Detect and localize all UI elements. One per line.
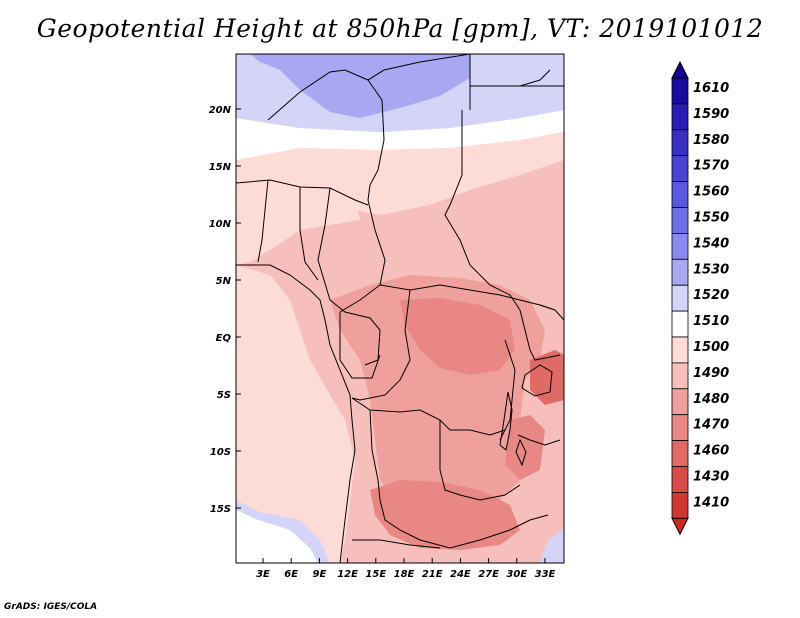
colorbar-bottom-arrow (671, 517, 689, 536)
longitude-axis: 3E 6E 9E 12E 15E 18E 21E 24E 27E 30E 33E (256, 558, 556, 580)
colorbar-swatch (671, 77, 689, 105)
red-sea-coast (519, 69, 551, 87)
border-line (444, 110, 521, 311)
colorbar-swatch (671, 284, 689, 312)
colorbar-swatch (671, 129, 689, 157)
border-line (339, 312, 381, 379)
colorbar-label: 1470 (693, 418, 729, 433)
colorbar-swatch (671, 440, 689, 467)
field-band-1500-north (236, 132, 564, 215)
lon-tick-label: 6E (284, 569, 298, 580)
lat-tick-label: 10N (209, 219, 232, 230)
border-line (339, 79, 386, 313)
colorbar-label: 1580 (693, 133, 729, 148)
colorbar-label: 1570 (693, 159, 729, 174)
colorbar-swatch (671, 388, 689, 416)
colorbar-label: 1430 (693, 470, 729, 485)
field-band-1470-south (370, 480, 520, 550)
lat-tick-label: 15S (210, 504, 231, 515)
border-line (369, 409, 421, 541)
geopotential-field (236, 54, 564, 563)
field-band-1460-east (530, 350, 564, 405)
field-band-1530 (250, 54, 470, 118)
border-line (236, 179, 369, 206)
border-line (351, 289, 411, 401)
colorbar-label: 1500 (693, 340, 729, 355)
colorbar-swatch (671, 491, 689, 519)
lake-victoria (521, 364, 553, 397)
field-band-1510-sw (236, 510, 318, 563)
colorbar-swatch (671, 466, 689, 493)
border-line (317, 187, 381, 366)
border-line (379, 284, 556, 311)
lon-tick-label: 33E (535, 569, 556, 580)
colorbar-label: 1550 (693, 211, 729, 226)
field-band-1470-center (400, 298, 515, 375)
latitude-axis: 20N 15N 10N 5N EQ 5S 10S 15S (209, 105, 241, 515)
border-line (257, 179, 269, 263)
colorbar-swatch (671, 103, 689, 131)
border-line (352, 539, 441, 549)
colorbar-top-arrow (671, 60, 689, 79)
colorbar-label: 1530 (693, 262, 729, 277)
lat-tick-label: 15N (209, 162, 232, 173)
lon-tick-label: 21E (422, 569, 443, 580)
map-title: Geopotential Height at 850hPa [gpm], VT:… (36, 14, 764, 43)
map-frame (235, 53, 565, 564)
colorbar-label: 1510 (693, 314, 729, 329)
border-line (499, 339, 516, 441)
colorbar: 1610 1590 1580 1570 1560 1550 1540 1530 1520 1510… (671, 60, 729, 536)
lon-tick-label: 30E (506, 569, 527, 580)
lon-tick-label: 24E (450, 569, 471, 580)
colorbar-swatch (671, 310, 689, 338)
colorbar-swatch (671, 414, 689, 442)
lake-malawi (515, 438, 527, 467)
colorbar-label: 1460 (693, 444, 729, 459)
field-band-1520-se (540, 528, 564, 563)
colorbar-swatch (671, 362, 689, 390)
lake-tanganyika (499, 391, 513, 451)
colorbar-swatch (671, 336, 689, 364)
colorbar-label: 1590 (693, 107, 729, 122)
lat-tick-label: 20N (209, 105, 232, 116)
lon-tick-label: 3E (256, 569, 270, 580)
coastline (236, 264, 356, 563)
field-band-1500-atlantic (236, 265, 355, 563)
border-line (517, 434, 561, 446)
colorbar-label: 1540 (693, 236, 729, 251)
colorbar-label: 1520 (693, 288, 729, 303)
border-line (299, 187, 319, 281)
country-borders (236, 54, 564, 563)
grads-credit: GrADS: IGES/COLA (4, 602, 98, 612)
lon-tick-label: 18E (394, 569, 415, 580)
lon-tick-label: 15E (365, 569, 386, 580)
lon-tick-label: 12E (337, 569, 358, 580)
colorbar-swatch (671, 232, 689, 260)
colorbar-label: 1410 (693, 495, 729, 510)
lat-tick-label: 5S (217, 390, 231, 401)
lat-tick-label: 10S (210, 447, 231, 458)
field-band-1470-east (505, 415, 545, 480)
border-line (419, 514, 549, 549)
border-line (267, 54, 471, 121)
colorbar-swatch (671, 155, 689, 182)
colorbar-label: 1610 (693, 81, 729, 96)
colorbar-swatch (671, 181, 689, 208)
colorbar-label: 1480 (693, 392, 729, 407)
colorbar-swatch (671, 258, 689, 286)
lon-tick-label: 9E (313, 569, 327, 580)
border-line (519, 309, 561, 361)
border-line (539, 304, 564, 321)
colorbar-label: 1490 (693, 366, 729, 381)
border-line (439, 420, 521, 501)
field-band-1510 (236, 110, 564, 160)
lat-tick-label: EQ (216, 333, 232, 344)
lat-tick-label: 5N (216, 276, 232, 287)
lon-tick-label: 27E (478, 569, 499, 580)
colorbar-label: 1560 (693, 185, 729, 200)
colorbar-swatch (671, 207, 689, 234)
